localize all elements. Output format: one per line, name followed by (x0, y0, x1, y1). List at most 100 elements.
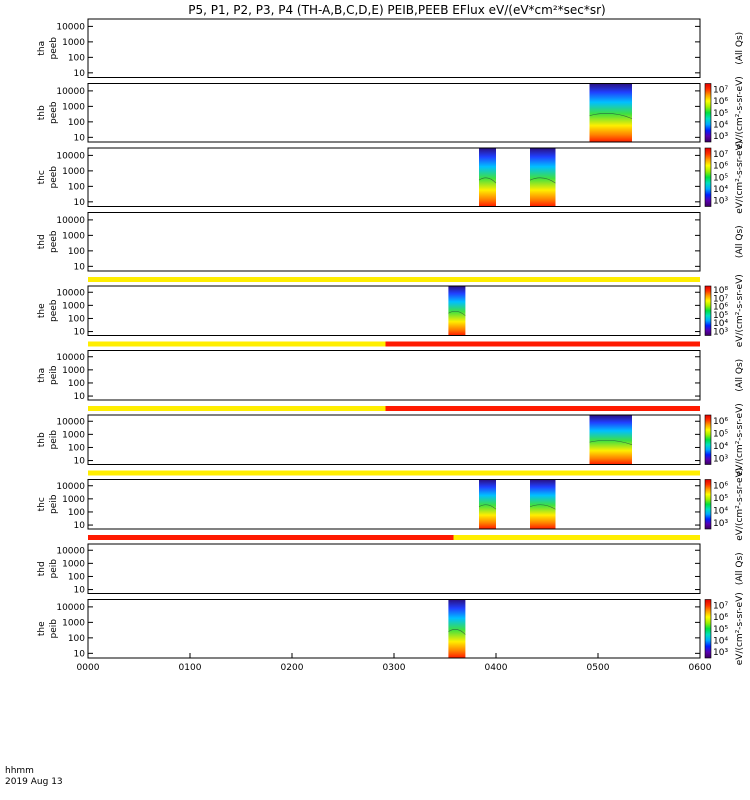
mode-bar-segment (88, 535, 454, 540)
panel-probe-label: thb (37, 432, 47, 447)
x-tick-label: 0500 (587, 663, 610, 673)
panel-frame (87, 285, 701, 336)
date-label: 2019 Aug 13 (5, 777, 63, 787)
colorbar-tick-label: 10⁷ (713, 294, 728, 304)
colorbar-tick-label: 10⁵ (713, 494, 728, 504)
panel-product-label: peeb (49, 299, 59, 322)
mode-bar-segment (88, 341, 386, 347)
colorbar (704, 147, 712, 207)
panel-frame (87, 83, 701, 143)
panel-probe-label: tha (37, 41, 47, 56)
y-tick-label: 1000 (62, 167, 85, 177)
data-contour (589, 439, 633, 445)
colorbar-label: eV/(cm²-s-sr-eV) (735, 403, 745, 476)
panel-frame (87, 543, 701, 594)
panel-product-label: peib (49, 559, 59, 579)
y-tick-label: 100 (68, 118, 85, 128)
panel-product-label: peeb (49, 230, 59, 253)
panel-frame (87, 350, 701, 401)
x-axis-caption: hhmm (5, 766, 34, 776)
panel-stack: 10 100 1000 10000 tha peeb (All Qs) 10 100 1000 10… (37, 18, 745, 665)
x-tick-label: 0000 (77, 663, 100, 673)
x-tick-label: 0100 (179, 663, 202, 673)
panel-probe-label: thb (37, 105, 47, 120)
data-block (530, 148, 556, 207)
colorbar-tick-label: 10⁶ (713, 303, 728, 313)
y-tick-label: 100 (68, 572, 85, 582)
y-tick-label: 10 (74, 586, 86, 596)
y-tick-label: 10000 (56, 288, 85, 298)
panel-product-label: peeb (49, 166, 59, 189)
panel-tha-peib: 10 100 1000 10000 tha peib (All Qs) (37, 341, 745, 402)
panel-probe-label: the (37, 303, 47, 318)
panel-product-label: peib (49, 430, 59, 450)
panel-probe-label: tha (37, 368, 47, 383)
colorbar (704, 83, 712, 143)
panel-frame (87, 414, 701, 465)
colorbar-label: (All Qs) (735, 32, 745, 65)
y-tick-label: 1000 (62, 38, 85, 48)
y-tick-label: 10000 (56, 216, 85, 226)
colorbar-tick-label: 10⁴ (713, 442, 728, 452)
colorbar-label: (All Qs) (735, 225, 745, 258)
y-tick-label: 10000 (56, 151, 85, 161)
y-tick-label: 10 (74, 457, 86, 467)
colorbar-tick-label: 10³ (713, 519, 728, 529)
y-tick-label: 10 (74, 133, 86, 143)
colorbar-tick-label: 10³ (713, 648, 728, 658)
mode-bar-segment (453, 535, 700, 540)
y-tick-label: 10000 (56, 546, 85, 556)
data-contour (448, 310, 466, 316)
colorbar-tick-label: 10⁶ (713, 613, 728, 623)
colorbar-tick-label: 10³ (713, 132, 728, 142)
colorbar-tick-label: 10⁴ (713, 120, 728, 130)
data-contour (529, 504, 556, 510)
y-tick-label: 100 (68, 314, 85, 324)
data-contour (478, 177, 497, 184)
colorbar-tick-label: 10³ (713, 327, 728, 337)
y-tick-label: 10 (74, 328, 86, 338)
colorbar-tick-label: 10⁶ (713, 97, 728, 107)
chart-title: P5, P1, P2, P3, P4 (TH-A,B,C,D,E) PEIB,P… (188, 3, 605, 17)
colorbar-label: eV/(cm²-s-sr-eV) (735, 468, 745, 541)
y-tick-label: 1000 (62, 301, 85, 311)
colorbar-tick-label: 10⁸ (713, 286, 728, 296)
colorbar-label: eV/(cm²-s-sr-eV) (735, 141, 745, 214)
colorbar (704, 414, 712, 465)
y-tick-label: 10000 (56, 87, 85, 97)
x-tick-label: 0200 (281, 663, 304, 673)
y-tick-label: 10000 (56, 603, 85, 613)
y-tick-label: 10000 (56, 417, 85, 427)
colorbar-tick-label: 10³ (713, 197, 728, 207)
data-block (448, 599, 466, 658)
panel-thb-peib: 10 100 1000 10000 thb peib 10³ 10⁴ 10⁵ 10⁶ eV/(cm²… (37, 403, 745, 476)
mode-bar-segment (385, 406, 700, 411)
colorbar-tick-label: 10⁶ (713, 417, 728, 427)
x-axis: 0000 0100 0200 0300 0400 0500 0600 (77, 653, 712, 673)
panel-probe-label: the (37, 621, 47, 636)
y-tick-label: 1000 (62, 366, 85, 376)
y-tick-label: 10000 (56, 482, 85, 492)
colorbar-tick-label: 10⁵ (713, 625, 728, 635)
panel-frame (87, 212, 701, 272)
colorbar-label: eV/(cm²-s-sr-eV) (735, 592, 745, 665)
y-tick-label: 100 (68, 53, 85, 63)
data-contour (478, 504, 497, 510)
panel-probe-label: thc (37, 497, 47, 511)
panel-product-label: peib (49, 619, 59, 639)
y-tick-label: 1000 (62, 102, 85, 112)
y-tick-label: 10000 (56, 353, 85, 363)
colorbar-label: (All Qs) (735, 552, 745, 585)
y-tick-label: 1000 (62, 430, 85, 440)
colorbar-tick-label: 10⁷ (713, 601, 728, 611)
data-block (448, 286, 466, 336)
colorbar (704, 285, 712, 336)
colorbar-tick-label: 10⁶ (713, 482, 728, 492)
colorbar (704, 479, 712, 530)
panel-frame (87, 147, 701, 207)
